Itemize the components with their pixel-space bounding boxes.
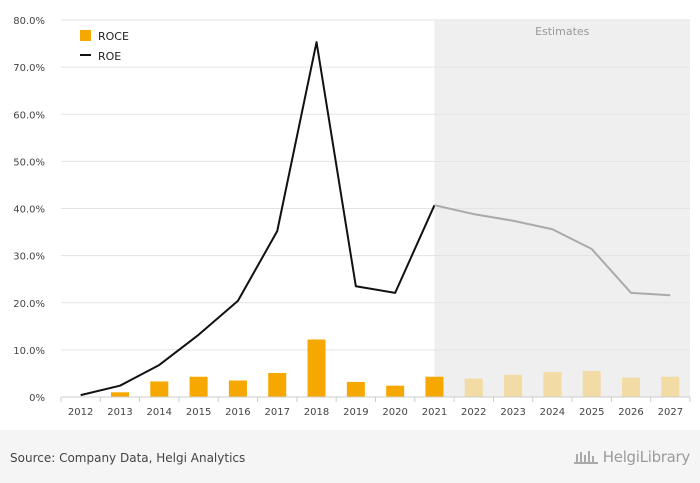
roce-bar — [661, 376, 680, 397]
source-note: Source: Company Data, Helgi Analytics — [10, 451, 246, 465]
x-tick-label: 2018 — [304, 407, 329, 418]
y-tick-label: 20.0% — [13, 299, 45, 310]
roe-line-estimate — [434, 204, 671, 297]
roce-bar — [425, 376, 444, 397]
roce-bar — [268, 372, 287, 397]
legend-roce-label: ROCE — [98, 30, 129, 43]
x-tick-label: 2023 — [500, 407, 525, 418]
y-tick-label: 40.0% — [13, 205, 45, 216]
roce-bar — [622, 377, 641, 397]
brand-logo: HelgiLibrary — [573, 448, 690, 466]
x-tick-label: 2026 — [618, 407, 643, 418]
roce-bar — [582, 371, 601, 397]
x-tick-label: 2024 — [540, 407, 565, 418]
x-tick-label: 2017 — [264, 407, 289, 418]
x-tick-label: 2021 — [422, 407, 447, 418]
x-tick-label: 2012 — [68, 407, 93, 418]
roe-line-actual — [80, 41, 436, 397]
library-icon — [573, 451, 598, 464]
y-tick-label: 50.0% — [13, 157, 45, 168]
roce-bar — [386, 385, 405, 397]
roce-bar — [228, 380, 247, 397]
legend-roe-label: ROE — [98, 50, 121, 63]
roce-bar — [189, 376, 208, 397]
x-tick-label: 2015 — [186, 407, 211, 418]
brand-name: HelgiLibrary — [602, 448, 691, 466]
x-tick-label: 2020 — [382, 407, 407, 418]
y-tick-label: 80.0% — [13, 16, 45, 27]
y-axis-ticks: 0% 10.0% 20.0% 30.0% 40.0% 50.0% 60.0% 70.0% 80.… — [13, 16, 45, 404]
legend-roce-swatch — [80, 30, 91, 41]
y-tick-label: 10.0% — [13, 346, 45, 357]
y-tick-label: 0% — [29, 393, 45, 404]
y-tick-label: 30.0% — [13, 252, 45, 263]
estimates-label: Estimates — [535, 25, 590, 38]
roe-line — [80, 41, 671, 397]
roce-bars — [110, 339, 680, 397]
roce-bar — [504, 374, 523, 397]
x-tick-label: 2025 — [579, 407, 604, 418]
roce-bar — [346, 381, 365, 397]
roce-bar — [543, 372, 562, 397]
footer: Source: Company Data, Helgi Analytics He… — [0, 428, 700, 483]
legend: ROCE ROE — [80, 30, 129, 63]
x-tick-label: 2014 — [147, 407, 172, 418]
roce-bar — [307, 339, 326, 397]
roce-bar — [464, 378, 483, 397]
x-tick-label: 2022 — [461, 407, 486, 418]
x-tick-label: 2019 — [343, 407, 368, 418]
x-tick-label: 2013 — [107, 407, 132, 418]
x-axis-ticks: 2012 2013 2014 2015 2016 2017 2018 2019 2020 2021… — [60, 397, 691, 418]
x-tick-label: 2027 — [658, 407, 683, 418]
roce-bar — [150, 381, 169, 397]
y-tick-label: 70.0% — [13, 63, 45, 74]
x-tick-label: 2016 — [225, 407, 250, 418]
y-tick-label: 60.0% — [13, 110, 45, 121]
chart: Estimates 0% 10.0% 20.0% 30.0% 40.0% 50.0% 60.… — [13, 16, 691, 418]
roce-bar — [110, 392, 129, 397]
gridlines — [61, 19, 690, 351]
